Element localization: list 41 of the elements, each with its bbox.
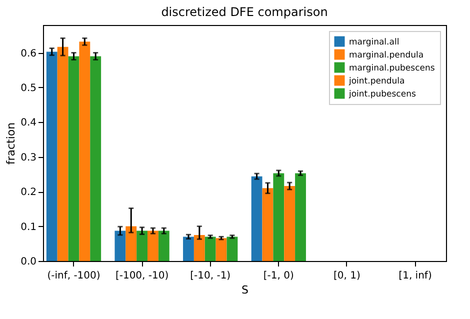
bar (148, 230, 158, 261)
y-tick-label: 0.2 (20, 187, 36, 198)
bar (251, 176, 262, 261)
bar (295, 173, 306, 261)
y-tick-label: 0.6 (20, 48, 36, 60)
bar (194, 234, 205, 261)
bar (158, 230, 170, 261)
x-axis-title: S (242, 284, 249, 296)
bar (284, 186, 296, 261)
bar (114, 230, 126, 261)
bar (79, 42, 90, 261)
x-tick-label: [-100, -10) (115, 270, 169, 282)
bar (273, 173, 284, 261)
legend-label: joint.pubescens (348, 90, 416, 100)
bar (183, 236, 194, 261)
x-tick-label: (-inf, -100) (47, 270, 100, 282)
x-tick-label: [0, 1) (334, 270, 360, 282)
y-tick-label: 0.3 (20, 152, 36, 164)
x-tick-label: [1, inf) (398, 270, 432, 282)
bar (226, 236, 238, 261)
legend-label: marginal.pubescens (349, 64, 436, 74)
y-tick-label: 0.1 (20, 222, 36, 233)
y-tick-label: 0.0 (20, 256, 36, 268)
x-tick-label: [-10, -1) (190, 270, 231, 282)
legend-label: joint.pendula (348, 76, 405, 86)
bar (262, 188, 274, 261)
legend-label: marginal.all (349, 38, 400, 48)
chart-title: discretized DFE comparison (161, 5, 328, 19)
bar (90, 56, 102, 261)
x-tick-label: [-1, 0) (263, 270, 294, 282)
legend-label: marginal.pendula (349, 50, 424, 60)
bar (57, 46, 68, 261)
bar (68, 56, 80, 261)
bar (216, 238, 227, 261)
bar (204, 236, 216, 261)
bar (46, 52, 58, 261)
y-tick-label: 0.4 (20, 118, 36, 129)
y-tick-label: 0.5 (20, 82, 36, 94)
bar (136, 230, 148, 261)
bar (126, 226, 137, 261)
y-axis-title: fraction (4, 122, 18, 165)
